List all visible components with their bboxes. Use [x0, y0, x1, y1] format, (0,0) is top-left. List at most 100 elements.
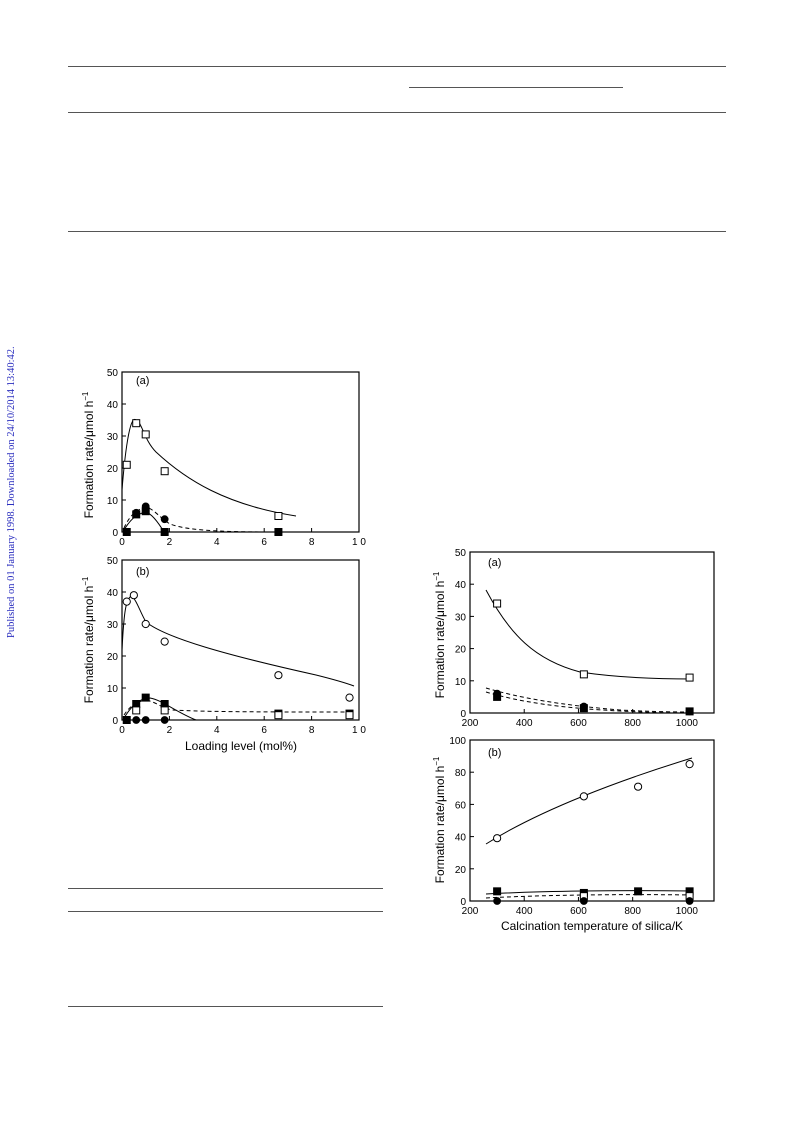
panel-a-frame [121, 371, 360, 533]
right-xlabel: Calcination temperature of silica/K [501, 919, 683, 933]
filled-square-point [122, 528, 131, 536]
panel-a-yticks: 0 10 20 30 40 50 [107, 368, 126, 539]
x-tick-label: 6 [261, 537, 267, 548]
y-tick-label: 50 [107, 556, 119, 567]
filled-square-point [579, 704, 588, 713]
filled-circle-point [122, 716, 131, 724]
filled-circle-point [160, 515, 169, 524]
filled-square-point [685, 707, 694, 716]
open-circle-point [141, 619, 150, 629]
x-tick-label: 2 [167, 725, 173, 736]
y-tick-label: 0 [112, 716, 118, 727]
open-square-point [132, 419, 141, 428]
right-ylabel-a: Formation rate/μmol h−1 [432, 571, 447, 698]
panel-a-label: (a) [136, 375, 149, 387]
open-circle-point [129, 591, 138, 600]
open-circle-point [345, 693, 354, 702]
y-tick-label: 10 [107, 496, 119, 507]
panel-b-label: (b) [136, 566, 149, 578]
panel-d-curve-open-circle [485, 757, 693, 845]
y-tick-label: 20 [107, 464, 119, 475]
open-circle-point [685, 760, 694, 769]
panel-b-frame [121, 559, 360, 721]
panel-d-yticks: 0 20 40 60 80 100 [449, 736, 474, 908]
panel-c-markers [493, 599, 694, 716]
y-tick-label: 30 [107, 620, 119, 631]
panel-a-markers [122, 419, 283, 536]
y-tick-label: 80 [455, 768, 467, 779]
open-square-point [274, 512, 283, 520]
y-tick-label: 10 [107, 684, 119, 695]
y-tick-label: 0 [112, 528, 118, 539]
x-tick-label: 1000 [676, 906, 699, 917]
figure-calcination-temperature: Formation rate/μmol h−1 Formation rate/μ… [432, 548, 715, 933]
panel-c-curve-open-square [485, 589, 693, 680]
panel-b-curve-filled-square [123, 699, 355, 716]
filled-circle-point [579, 897, 588, 905]
table2-top-rule [68, 888, 383, 889]
panel-c-curve-filled-circle [485, 687, 693, 713]
table-top-rule [68, 66, 726, 67]
open-circle-point [493, 834, 502, 843]
open-square-point [493, 599, 502, 608]
y-tick-label: 20 [455, 645, 467, 656]
y-tick-label: 20 [455, 865, 467, 876]
x-tick-label: 8 [309, 725, 315, 736]
x-tick-label: 400 [516, 718, 533, 729]
y-tick-label: 20 [107, 652, 119, 663]
y-tick-label: 60 [455, 800, 467, 811]
filled-circle-point [132, 716, 141, 724]
open-square-point [160, 467, 169, 476]
panel-c-curve-filled-square [485, 691, 693, 714]
panel-b-yticks: 0 10 20 30 40 50 [107, 556, 126, 727]
filled-square-point [132, 510, 141, 519]
panel-b-markers [122, 591, 354, 724]
left-xlabel: Loading level (mol%) [185, 739, 297, 753]
filled-circle-point [160, 716, 169, 724]
y-tick-label: 40 [107, 400, 119, 411]
panel-d-curve-filled-square [485, 890, 693, 895]
filled-circle-point [141, 716, 150, 724]
open-circle-point [274, 671, 283, 680]
x-tick-label: 400 [516, 906, 533, 917]
filled-square-point [141, 507, 150, 516]
panel-b-curve-open-circle [121, 595, 355, 687]
panel-c-label: (a) [488, 557, 501, 569]
open-square-point [122, 460, 131, 469]
x-tick-label: 2 [167, 537, 173, 548]
right-ylabel-b: Formation rate/μmol h−1 [432, 756, 447, 883]
figure-loading-level: Formation rate/μmol h−1 Formation rate/μ… [81, 368, 366, 753]
left-ylabel-b: Formation rate/μmol h−1 [81, 576, 96, 703]
x-tick-label: 800 [624, 718, 641, 729]
y-tick-label: 100 [449, 736, 466, 747]
panel-a-curve-open-square [121, 418, 297, 517]
filled-circle-point [493, 897, 502, 905]
filled-square-point [493, 887, 502, 896]
table2-header-rule [68, 911, 383, 912]
y-tick-label: 40 [107, 588, 119, 599]
panel-a-xticks: 0 2 4 6 8 1 0 [119, 528, 366, 548]
open-circle-point [633, 782, 643, 791]
open-circle-point [160, 637, 169, 646]
open-square-point [132, 706, 141, 715]
filled-square-point [274, 528, 283, 536]
table-bottom-rule [68, 231, 726, 232]
filled-square-point [141, 693, 150, 702]
left-ylabel-a: Formation rate/μmol h−1 [81, 391, 96, 518]
x-tick-label: 1 0 [352, 725, 366, 736]
open-circle-point [579, 792, 588, 801]
download-notice: Published on 01 January 1998. Downloaded… [0, 340, 24, 640]
filled-square-point [493, 692, 502, 701]
x-tick-label: 8 [309, 537, 315, 548]
x-tick-label: 4 [214, 537, 220, 548]
filled-circle-point [685, 897, 694, 905]
y-tick-label: 50 [107, 368, 119, 379]
y-tick-label: 10 [455, 677, 467, 688]
y-tick-label: 30 [455, 612, 467, 623]
table2-bottom-rule [68, 1006, 383, 1007]
open-square-point [160, 706, 169, 715]
panel-d-markers [493, 760, 694, 905]
panel-d-label: (b) [488, 747, 501, 759]
y-tick-label: 50 [455, 548, 467, 559]
x-tick-label: 1000 [676, 718, 699, 729]
